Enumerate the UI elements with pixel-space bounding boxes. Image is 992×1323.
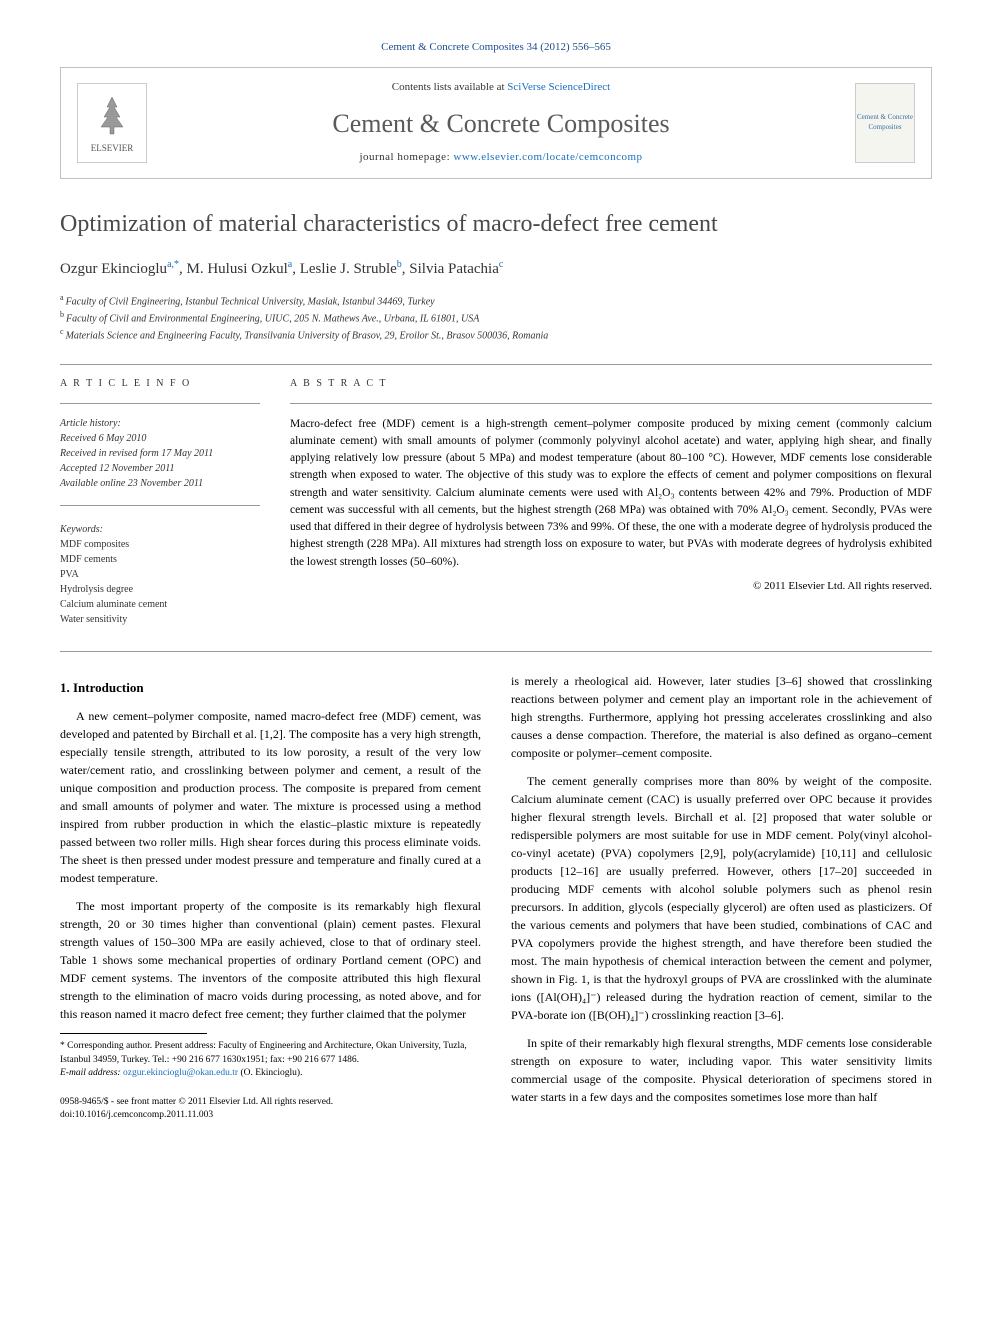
article-title: Optimization of material characteristics… bbox=[60, 209, 932, 240]
affiliations: a Faculty of Civil Engineering, Istanbul… bbox=[60, 292, 932, 344]
body-paragraph: The cement generally comprises more than… bbox=[511, 772, 932, 1024]
keyword: Water sensitivity bbox=[60, 612, 260, 627]
history-label: Article history: bbox=[60, 416, 260, 431]
body-paragraph: A new cement–polymer composite, named ma… bbox=[60, 707, 481, 887]
section-heading: 1. Introduction bbox=[60, 678, 481, 698]
divider bbox=[60, 364, 932, 365]
citation-header: Cement & Concrete Composites 34 (2012) 5… bbox=[60, 40, 932, 55]
body-paragraph: In spite of their remarkably high flexur… bbox=[511, 1034, 932, 1106]
email-link[interactable]: ozgur.ekincioglu@okan.edu.tr bbox=[123, 1068, 238, 1078]
history-line: Received 6 May 2010 bbox=[60, 431, 260, 446]
history-line: Received in revised form 17 May 2011 bbox=[60, 446, 260, 461]
article-history: Article history: Received 6 May 2010Rece… bbox=[60, 416, 260, 491]
body-paragraph: is merely a rheological aid. However, la… bbox=[511, 672, 932, 762]
front-matter-line: 0958-9465/$ - see front matter © 2011 El… bbox=[60, 1096, 481, 1109]
journal-header-box: ELSEVIER Contents lists available at Sci… bbox=[60, 67, 932, 178]
sciencedirect-link[interactable]: SciVerse ScienceDirect bbox=[507, 81, 610, 93]
author-list: Ozgur Ekincioglua,*, M. Hulusi Ozkula, L… bbox=[60, 258, 932, 280]
keywords-label: Keywords: bbox=[60, 522, 260, 537]
affiliation-line: b Faculty of Civil and Environmental Eng… bbox=[60, 309, 932, 326]
divider bbox=[290, 403, 932, 404]
history-line: Available online 23 November 2011 bbox=[60, 476, 260, 491]
article-info-column: A R T I C L E I N F O Article history: R… bbox=[60, 377, 260, 627]
journal-name: Cement & Concrete Composites bbox=[163, 106, 839, 142]
keyword: Hydrolysis degree bbox=[60, 582, 260, 597]
author-name: Silvia Patachia bbox=[409, 261, 499, 277]
footnote-text: * Corresponding author. Present address:… bbox=[60, 1040, 481, 1067]
keyword: Calcium aluminate cement bbox=[60, 597, 260, 612]
divider bbox=[60, 505, 260, 506]
keyword: PVA bbox=[60, 567, 260, 582]
affiliation-line: c Materials Science and Engineering Facu… bbox=[60, 326, 932, 343]
author-name: M. Hulusi Ozkul bbox=[187, 261, 288, 277]
author-name: Ozgur Ekincioglu bbox=[60, 261, 167, 277]
doi-block: 0958-9465/$ - see front matter © 2011 El… bbox=[60, 1096, 481, 1123]
footnote-divider bbox=[60, 1033, 207, 1034]
keyword: MDF composites bbox=[60, 537, 260, 552]
divider bbox=[60, 403, 260, 404]
keywords-block: Keywords: MDF compositesMDF cementsPVAHy… bbox=[60, 522, 260, 627]
footnote-email: E-mail address: ozgur.ekincioglu@okan.ed… bbox=[60, 1067, 481, 1080]
homepage-link[interactable]: www.elsevier.com/locate/cemconcomp bbox=[453, 151, 642, 163]
left-column: 1. Introduction A new cement–polymer com… bbox=[60, 672, 481, 1123]
corresponding-author-footnote: * Corresponding author. Present address:… bbox=[60, 1040, 481, 1080]
keyword: MDF cements bbox=[60, 552, 260, 567]
right-column: is merely a rheological aid. However, la… bbox=[511, 672, 932, 1123]
body-columns: 1. Introduction A new cement–polymer com… bbox=[60, 672, 932, 1123]
author-affiliation-marker: c bbox=[499, 259, 503, 270]
author-affiliation-marker: a bbox=[288, 259, 292, 270]
author-affiliation-marker: a,* bbox=[167, 259, 179, 270]
header-center: Contents lists available at SciVerse Sci… bbox=[163, 80, 839, 165]
contents-line: Contents lists available at SciVerse Sci… bbox=[163, 80, 839, 95]
abstract-text: Macro-defect free (MDF) cement is a high… bbox=[290, 416, 932, 571]
abstract-column: A B S T R A C T Macro-defect free (MDF) … bbox=[290, 377, 932, 627]
info-abstract-row: A R T I C L E I N F O Article history: R… bbox=[60, 377, 932, 627]
tree-icon bbox=[87, 92, 137, 142]
affiliation-line: a Faculty of Civil Engineering, Istanbul… bbox=[60, 292, 932, 309]
author-name: Leslie J. Struble bbox=[300, 261, 397, 277]
article-info-heading: A R T I C L E I N F O bbox=[60, 377, 260, 391]
abstract-heading: A B S T R A C T bbox=[290, 377, 932, 391]
doi-line: doi:10.1016/j.cemconcomp.2011.11.003 bbox=[60, 1109, 481, 1122]
history-line: Accepted 12 November 2011 bbox=[60, 461, 260, 476]
homepage-line: journal homepage: www.elsevier.com/locat… bbox=[163, 150, 839, 165]
author-affiliation-marker: b bbox=[397, 259, 402, 270]
journal-cover-thumbnail: Cement & Concrete Composites bbox=[855, 83, 915, 163]
divider bbox=[60, 651, 932, 652]
elsevier-logo: ELSEVIER bbox=[77, 83, 147, 163]
copyright-line: © 2011 Elsevier Ltd. All rights reserved… bbox=[290, 579, 932, 594]
body-paragraph: The most important property of the compo… bbox=[60, 897, 481, 1023]
